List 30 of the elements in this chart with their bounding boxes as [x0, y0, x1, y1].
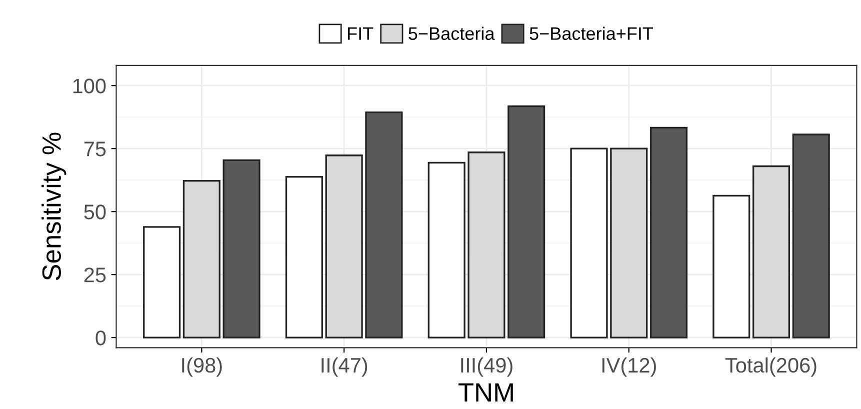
- bar: [468, 152, 506, 338]
- bar: [508, 105, 546, 338]
- bar: [285, 176, 323, 338]
- legend-label: 5−Bacteria: [408, 26, 495, 40]
- bar: [182, 180, 220, 338]
- legend-label: 5−Bacteria+FIT: [530, 26, 654, 40]
- bar: [752, 165, 790, 338]
- x-axis-title: TNM: [458, 383, 513, 402]
- y-tick-label: 100: [73, 78, 106, 94]
- bar: [650, 126, 688, 338]
- bar: [792, 134, 830, 338]
- bar: [143, 226, 181, 338]
- legend-label: FIT: [348, 27, 374, 40]
- bar: [325, 154, 363, 338]
- bar: [570, 148, 608, 338]
- bar: [712, 194, 750, 338]
- x-tick-label: III(49): [461, 357, 512, 377]
- y-tick-label: 25: [84, 268, 106, 282]
- bar: [610, 148, 648, 338]
- y-axis-title: Sensitivity %: [42, 132, 66, 280]
- x-tick-label: IV(12): [602, 357, 656, 377]
- bar: [428, 162, 466, 338]
- x-tick-label: II(47): [322, 357, 368, 377]
- y-tick-label: 50: [84, 204, 106, 220]
- x-tick-label: Total(206): [725, 357, 816, 377]
- bar: [365, 111, 403, 338]
- x-tick-label: I(98): [182, 357, 222, 377]
- y-tick-label: 0: [96, 330, 106, 346]
- y-tick-label: 75: [84, 142, 106, 156]
- bar: [222, 159, 260, 338]
